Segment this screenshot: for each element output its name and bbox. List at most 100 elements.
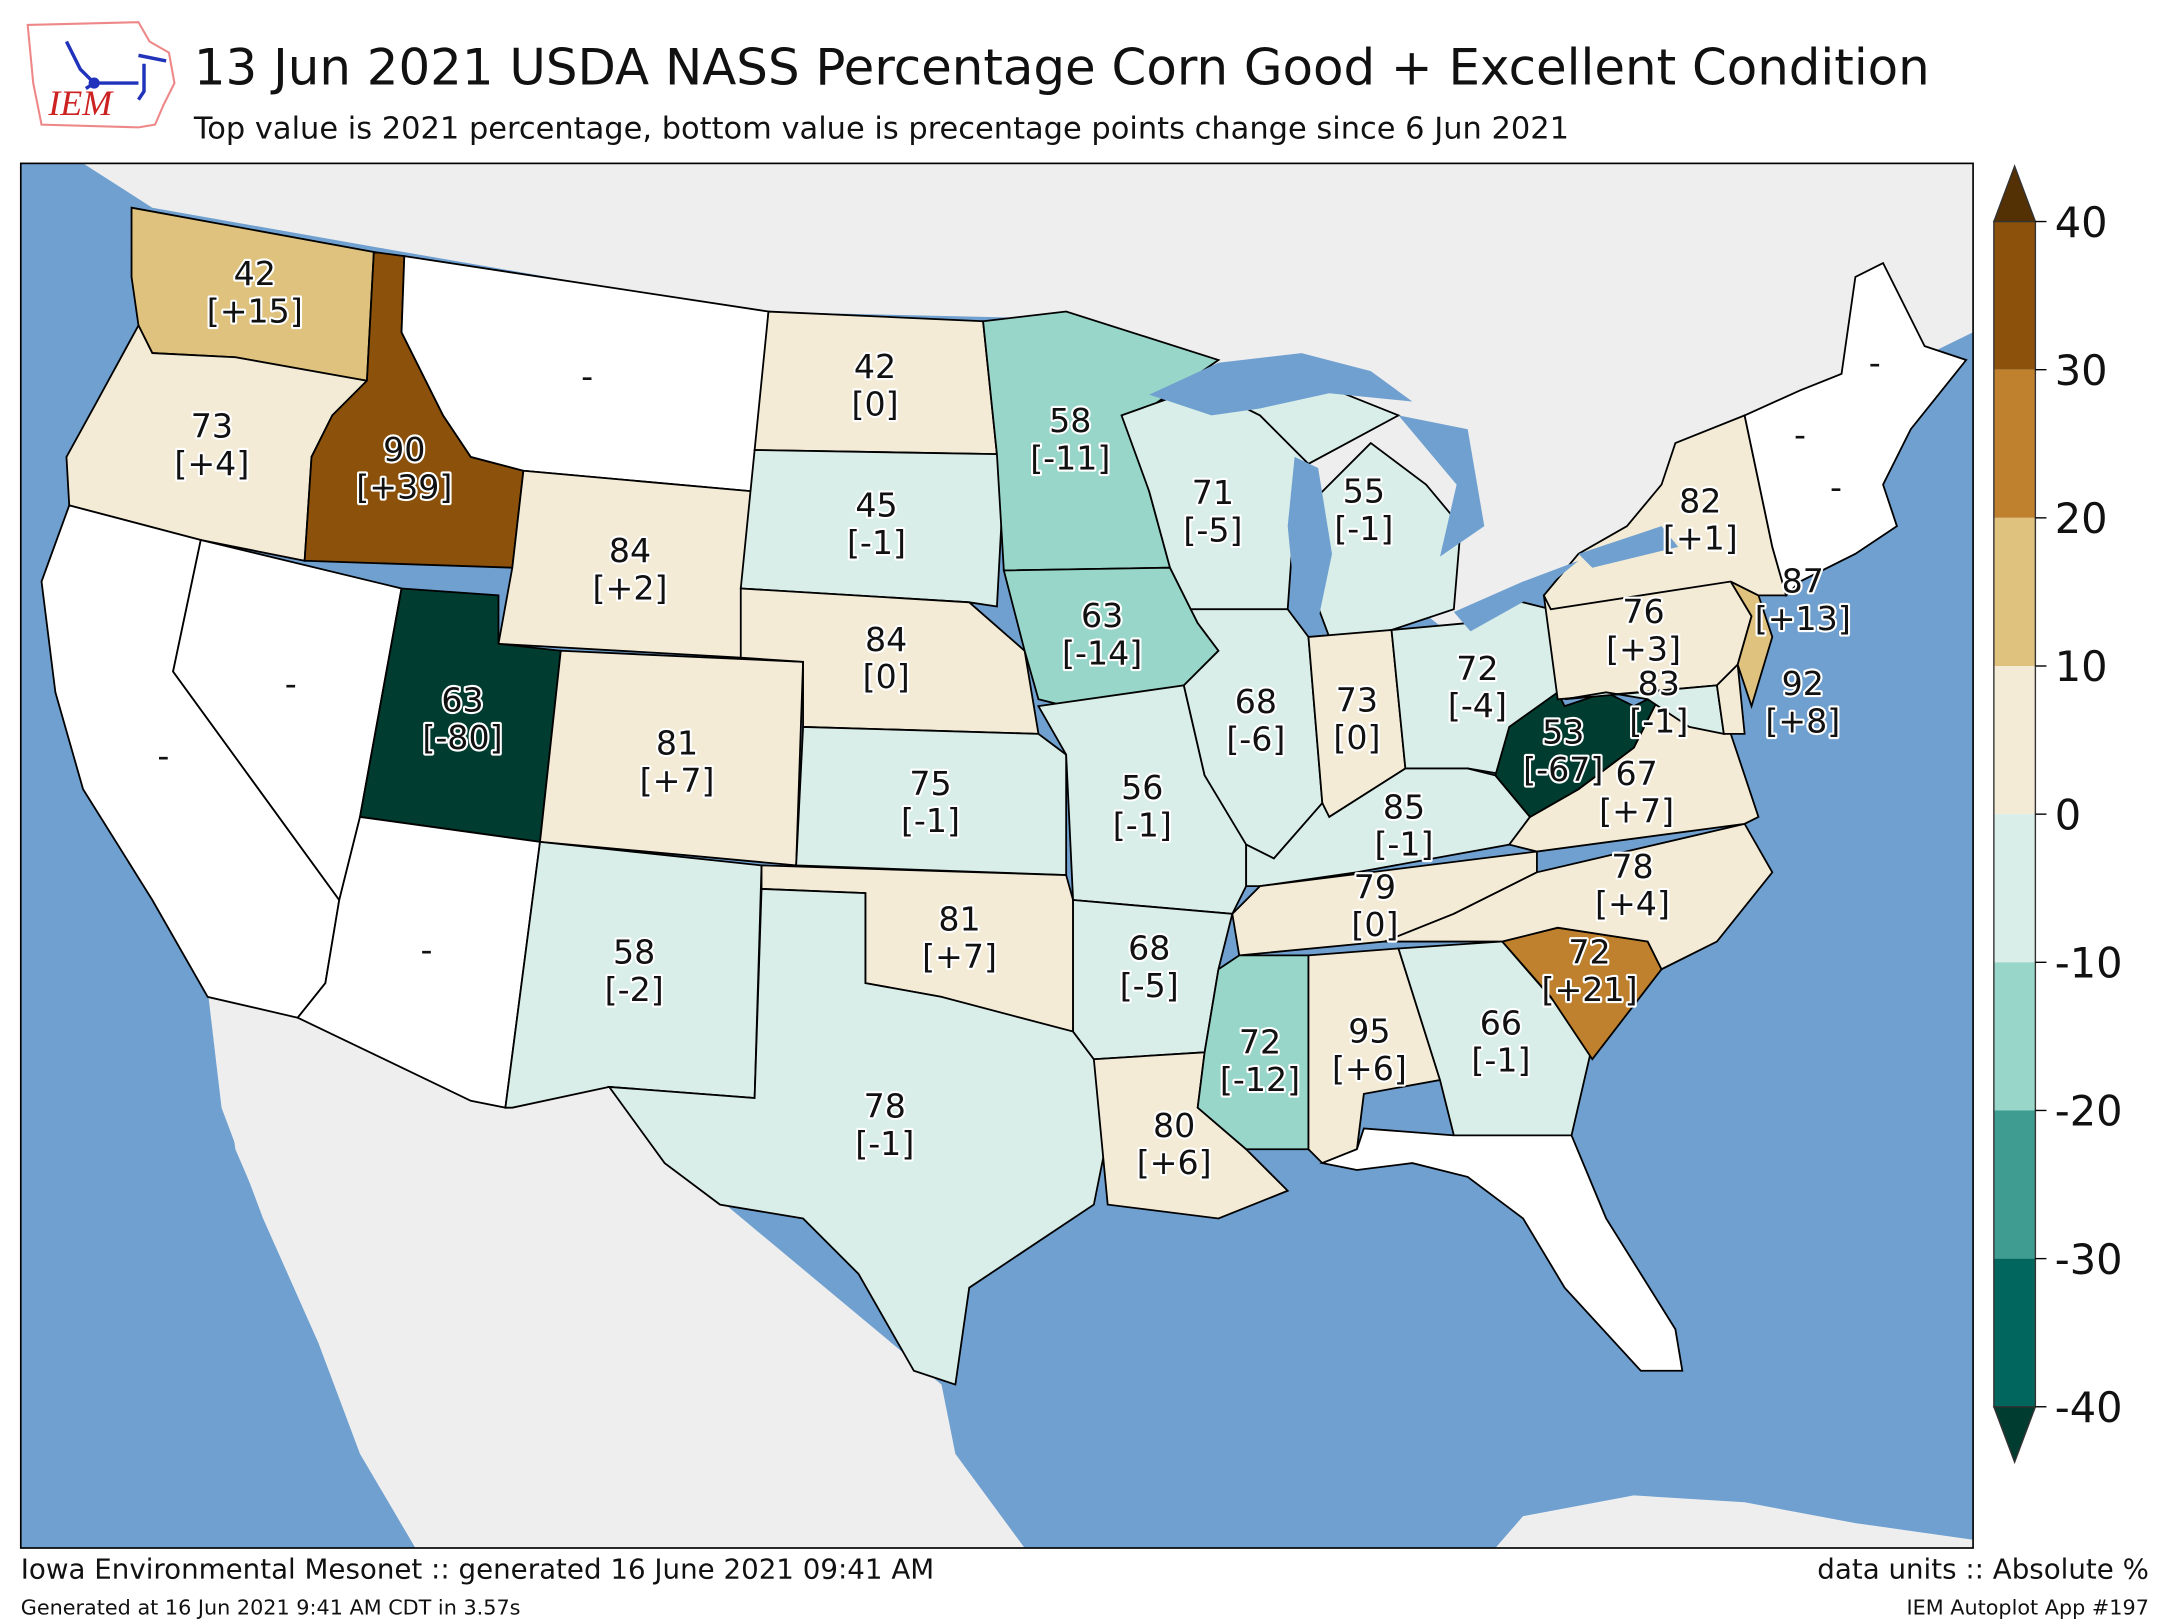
chart-subtitle: Top value is 2021 percentage, bottom val… xyxy=(193,111,1569,146)
state-fl xyxy=(1319,1127,1684,1372)
state-value-label: 84 xyxy=(865,620,907,659)
state-value-label: 56 xyxy=(1121,768,1163,807)
state-tx xyxy=(607,887,1109,1386)
iem-logo: IEM xyxy=(26,21,176,129)
state-change-label: [-1] xyxy=(1629,701,1688,740)
colorbar-segment xyxy=(1993,221,2036,370)
state-change-label: [+7] xyxy=(922,937,997,976)
colorbar-tick-label: 10 xyxy=(2055,642,2108,691)
state-value-label: 58 xyxy=(1049,401,1091,440)
state-change-label: [+7] xyxy=(1599,791,1674,830)
colorbar-extend-max xyxy=(1992,164,2037,223)
no-data-label: - xyxy=(1869,343,1881,382)
no-data-label: - xyxy=(285,664,297,703)
state-change-label: [+8] xyxy=(1765,701,1840,740)
footer-generated: Iowa Environmental Mesonet :: generated … xyxy=(21,1552,934,1585)
state-change-label: [-14] xyxy=(1062,634,1142,673)
state-value-label: 73 xyxy=(191,407,233,446)
state-value-label: 55 xyxy=(1343,472,1385,511)
state-ne1 xyxy=(1743,261,1968,598)
colorbar-tick-label: -10 xyxy=(2055,939,2123,988)
state-value-label: 95 xyxy=(1348,1012,1390,1051)
colorbar-tick-label: 0 xyxy=(2055,790,2081,839)
state-value-label: 72 xyxy=(1568,933,1610,972)
state-value-label: 63 xyxy=(441,681,483,720)
state-value-label: 87 xyxy=(1782,562,1824,601)
state-wy xyxy=(497,469,756,659)
colorbar-segment xyxy=(1993,517,2036,666)
state-change-label: [+6] xyxy=(1137,1143,1212,1182)
state-value-label: 67 xyxy=(1615,754,1657,793)
state-value-label: 72 xyxy=(1239,1023,1281,1062)
foreign-land xyxy=(20,163,1974,1548)
state-value-label: 81 xyxy=(656,724,698,763)
colorbar: 40 30 20 10 0 -10 -20 -30 -40 xyxy=(1992,164,2123,1465)
colorbar-segment xyxy=(1993,814,2036,963)
no-data-label: - xyxy=(1794,415,1806,454)
state-value-label: 81 xyxy=(938,899,980,938)
state-value-label: 53 xyxy=(1542,713,1584,752)
state-change-label: [+21] xyxy=(1542,970,1638,1009)
colorbar-segment xyxy=(1993,1110,2036,1259)
state-change-label: [0] xyxy=(852,384,899,423)
no-data-label: - xyxy=(1830,467,1842,506)
chart-title: 13 Jun 2021 USDA NASS Percentage Corn Go… xyxy=(194,38,1930,96)
state-change-label: [+2] xyxy=(593,569,668,608)
state-value-label: 75 xyxy=(909,764,951,803)
colorbar-tick-label: -30 xyxy=(2055,1235,2123,1284)
state-change-label: [-1] xyxy=(1374,825,1433,864)
state-value-label: 73 xyxy=(1336,681,1378,720)
state-change-label: [+6] xyxy=(1332,1049,1407,1088)
state-value-label: 83 xyxy=(1638,664,1680,703)
state-change-label: [-1] xyxy=(855,1124,914,1163)
colorbar-tick-label: -40 xyxy=(2055,1383,2123,1432)
colorbar-extend-min xyxy=(1992,1406,2037,1465)
state-change-label: [+13] xyxy=(1755,599,1851,638)
great-lakes xyxy=(1149,353,1679,632)
colorbar-tick-label: 20 xyxy=(2055,494,2108,543)
colorbar-segment xyxy=(1993,369,2036,518)
state-change-label: [0] xyxy=(863,657,910,696)
state-value-label: 42 xyxy=(234,254,276,293)
colorbar-tick-label: -20 xyxy=(2055,1087,2123,1136)
state-value-label: 72 xyxy=(1456,649,1498,688)
state-change-label: [+3] xyxy=(1606,629,1681,668)
state-value-label: 78 xyxy=(864,1086,906,1125)
state-value-label: 90 xyxy=(383,430,425,469)
state-change-label: [-1] xyxy=(1334,509,1393,548)
footer-app: IEM Autoplot App #197 xyxy=(1907,1595,2149,1619)
state-value-label: 63 xyxy=(1081,596,1123,635)
state-value-label: 42 xyxy=(854,347,896,386)
state-change-label: [-6] xyxy=(1226,719,1285,758)
state-change-label: [-11] xyxy=(1030,438,1110,477)
colorbar-segment xyxy=(1993,1258,2036,1407)
state-change-label: [-67] xyxy=(1523,750,1603,789)
state-change-label: [-1] xyxy=(901,801,960,840)
state-change-label: [0] xyxy=(1351,905,1398,944)
state-value-label: 68 xyxy=(1235,682,1277,721)
state-value-label: 58 xyxy=(613,933,655,972)
state-change-label: [0] xyxy=(1333,718,1380,757)
state-change-label: [-12] xyxy=(1220,1060,1300,1099)
state-change-label: [-80] xyxy=(422,718,502,757)
state-value-label: 78 xyxy=(1611,847,1653,886)
colorbar-segment xyxy=(1993,962,2036,1111)
colorbar-tick-label: 40 xyxy=(2055,198,2108,247)
state-value-label: 71 xyxy=(1192,473,1234,512)
state-change-label: [-5] xyxy=(1120,966,1179,1005)
state-value-label: 68 xyxy=(1128,929,1170,968)
state-change-label: [+1] xyxy=(1663,519,1738,558)
state-value-label: 80 xyxy=(1153,1106,1195,1145)
no-data-label: - xyxy=(420,930,432,969)
state-change-label: [-4] xyxy=(1448,686,1507,725)
state-change-label: [+15] xyxy=(207,292,303,331)
state-ks xyxy=(795,725,1068,877)
state-nc xyxy=(1384,822,1774,971)
state-change-label: [+4] xyxy=(1595,884,1670,923)
state-change-label: [-2] xyxy=(605,970,664,1009)
colorbar-segment xyxy=(1993,666,2036,815)
state-de xyxy=(1715,662,1746,735)
state-wv xyxy=(1494,690,1664,819)
footer-units: data units :: Absolute % xyxy=(1817,1552,2149,1585)
